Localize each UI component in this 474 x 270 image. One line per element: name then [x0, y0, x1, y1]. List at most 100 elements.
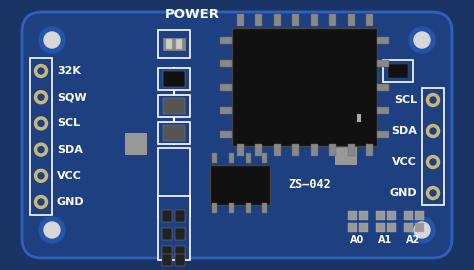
Bar [292, 144, 299, 156]
Bar [158, 95, 190, 117]
Circle shape [38, 199, 44, 205]
Circle shape [38, 68, 44, 74]
Bar [176, 39, 182, 49]
Bar [348, 223, 357, 232]
Bar [220, 83, 232, 90]
Circle shape [414, 222, 430, 238]
Bar [359, 211, 368, 220]
Bar [415, 211, 424, 220]
Bar [158, 148, 190, 216]
Bar [220, 107, 232, 114]
Bar [274, 144, 281, 156]
Bar [175, 228, 185, 240]
Bar [377, 130, 389, 137]
Circle shape [427, 124, 439, 137]
Bar [377, 60, 389, 67]
Bar [220, 60, 232, 67]
Bar [163, 38, 185, 50]
Circle shape [430, 128, 436, 134]
Bar [347, 14, 355, 26]
Bar [162, 228, 172, 240]
Bar [377, 83, 389, 90]
Bar [335, 143, 357, 165]
Bar [163, 98, 185, 114]
Text: SCL: SCL [57, 119, 80, 129]
Bar [210, 165, 270, 205]
Bar [388, 64, 408, 78]
Bar [162, 210, 172, 222]
Circle shape [427, 187, 439, 200]
Text: GND: GND [389, 188, 417, 198]
Circle shape [409, 27, 435, 53]
Bar [404, 211, 413, 220]
Text: ZS—042: ZS—042 [289, 178, 331, 191]
Bar [311, 14, 318, 26]
Circle shape [44, 32, 60, 48]
Circle shape [44, 222, 60, 238]
Bar [237, 14, 244, 26]
Text: A2: A2 [406, 235, 420, 245]
Bar [232, 28, 377, 146]
Bar [311, 144, 318, 156]
Bar [212, 203, 218, 213]
Bar [175, 246, 185, 258]
Text: 32K: 32K [57, 66, 81, 76]
Bar [404, 223, 413, 232]
Bar [377, 36, 389, 43]
Bar [274, 14, 281, 26]
Text: SQW: SQW [57, 92, 87, 102]
Bar [263, 153, 267, 163]
Bar [383, 60, 413, 82]
Bar [30, 58, 52, 215]
Bar [212, 153, 218, 163]
Text: VCC: VCC [57, 171, 82, 181]
Text: GND: GND [57, 197, 85, 207]
Bar [166, 39, 172, 49]
Text: SCL: SCL [394, 95, 417, 105]
Circle shape [35, 117, 47, 130]
Bar [163, 71, 185, 87]
Circle shape [35, 169, 47, 182]
Bar [158, 122, 190, 144]
Circle shape [38, 173, 44, 179]
Bar [376, 211, 385, 220]
Circle shape [35, 91, 47, 104]
Bar [348, 65, 370, 125]
Circle shape [414, 32, 430, 48]
Bar [158, 68, 190, 90]
Bar [415, 223, 424, 232]
Bar [229, 153, 234, 163]
Bar [347, 144, 355, 156]
Bar [162, 254, 172, 266]
Bar [255, 14, 263, 26]
Bar [366, 14, 373, 26]
Bar [366, 144, 373, 156]
Bar [348, 211, 357, 220]
Bar [292, 14, 299, 26]
Bar [359, 223, 368, 232]
Bar [220, 36, 232, 43]
Text: A0: A0 [350, 235, 364, 245]
FancyBboxPatch shape [22, 12, 452, 258]
Text: SDA: SDA [57, 145, 83, 155]
Circle shape [38, 94, 44, 100]
Bar [175, 210, 185, 222]
Circle shape [409, 217, 435, 243]
Bar [377, 107, 389, 114]
Bar [357, 114, 361, 122]
Bar [162, 246, 172, 258]
Circle shape [35, 65, 47, 77]
Bar [125, 133, 147, 155]
Circle shape [430, 159, 436, 165]
Bar [376, 223, 385, 232]
Bar [220, 130, 232, 137]
Bar [422, 88, 444, 205]
Circle shape [39, 217, 65, 243]
Bar [158, 30, 190, 58]
Circle shape [35, 195, 47, 208]
Circle shape [39, 27, 65, 53]
Text: SDA: SDA [391, 126, 417, 136]
Circle shape [38, 147, 44, 153]
Circle shape [430, 190, 436, 196]
Bar [387, 211, 396, 220]
